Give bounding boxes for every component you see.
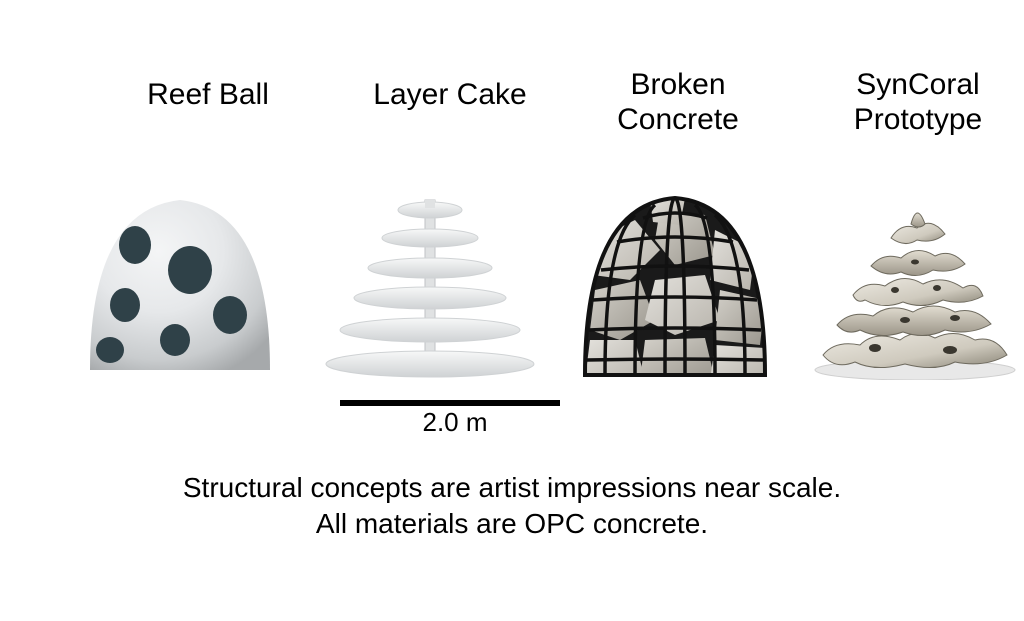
reef-ball-icon [70, 180, 290, 380]
caption-line1: Structural concepts are artist impressio… [112, 470, 912, 506]
structure-broken-concrete [565, 180, 785, 380]
broken-concrete-icon [565, 180, 785, 380]
label-reef-ball: Reef Ball [118, 78, 298, 113]
scale-label: 2.0 m [395, 408, 515, 438]
label-broken-concrete: Broken Concrete [578, 68, 778, 137]
label-layer-cake: Layer Cake [350, 78, 550, 113]
label-syncoral: SynCoral Prototype [818, 68, 1018, 137]
caption: Structural concepts are artist impressio… [112, 470, 912, 543]
structure-layer-cake [320, 180, 540, 380]
layer-cake-icon [320, 180, 540, 380]
structure-reef-ball [70, 180, 290, 380]
figure-canvas: Reef Ball Layer Cake Broken Concrete Syn… [0, 0, 1024, 621]
structure-syncoral [805, 180, 1024, 380]
scale-bar [340, 400, 560, 406]
caption-line2: All materials are OPC concrete. [112, 506, 912, 542]
syncoral-icon [805, 180, 1024, 380]
